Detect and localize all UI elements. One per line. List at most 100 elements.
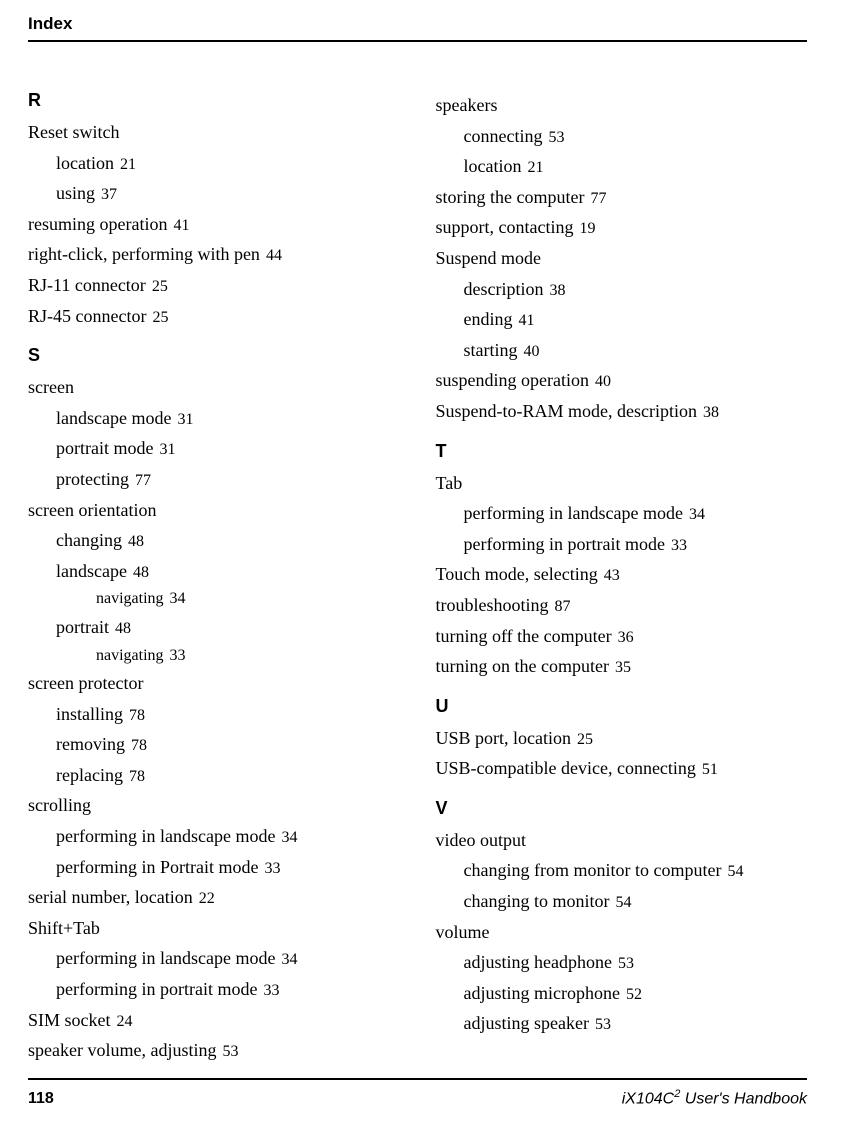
entry-page: 36	[614, 629, 634, 646]
index-entry: description 38	[436, 274, 808, 305]
index-entry: portrait 48	[28, 612, 400, 643]
entry-text: ending	[464, 309, 513, 329]
entry-text: RJ-45 connector	[28, 306, 146, 326]
entry-page: 87	[551, 598, 571, 615]
entry-text: speakers	[436, 95, 498, 115]
entry-text: turning off the computer	[436, 626, 612, 646]
entry-text: suspending operation	[436, 370, 589, 390]
index-entry: landscape mode 31	[28, 403, 400, 434]
entry-text: adjusting headphone	[464, 952, 612, 972]
entry-page: 40	[520, 343, 540, 360]
entry-text: performing in landscape mode	[56, 826, 275, 846]
index-entry: portrait mode 31	[28, 433, 400, 464]
index-entry: changing to monitor 54	[436, 886, 808, 917]
entry-page: 19	[575, 220, 595, 237]
entry-text: storing the computer	[436, 187, 585, 207]
index-entry: installing 78	[28, 699, 400, 730]
entry-text: volume	[436, 922, 490, 942]
entry-text: replacing	[56, 765, 123, 785]
index-entry: scrolling	[28, 790, 400, 821]
index-entry: performing in landscape mode 34	[436, 498, 808, 529]
entry-text: landscape	[56, 561, 127, 581]
entry-page: 54	[723, 863, 743, 880]
index-entry: speaker volume, adjusting 53	[28, 1035, 400, 1066]
entry-page: 48	[129, 564, 149, 581]
footer-text: iX104C2 User's Handbook	[622, 1088, 807, 1108]
entry-text: Tab	[436, 473, 463, 493]
entry-text: turning on the computer	[436, 656, 609, 676]
entry-text: connecting	[464, 126, 543, 146]
entry-page: 38	[545, 282, 565, 299]
index-entry: adjusting speaker 53	[436, 1008, 808, 1039]
index-entry: navigating 33	[28, 643, 400, 669]
index-entry: turning off the computer 36	[436, 621, 808, 652]
entry-page: 78	[125, 707, 145, 724]
entry-text: right-click, performing with pen	[28, 244, 260, 264]
entry-text: USB port, location	[436, 728, 572, 748]
entry-page: 40	[591, 373, 611, 390]
index-entry: removing 78	[28, 729, 400, 760]
index-entry: right-click, performing with pen 44	[28, 239, 400, 270]
entry-text: landscape mode	[56, 408, 171, 428]
entry-text: changing	[56, 530, 122, 550]
entry-text: description	[464, 279, 544, 299]
entry-page: 44	[262, 247, 282, 264]
index-entry: starting 40	[436, 335, 808, 366]
index-letter: S	[28, 345, 400, 366]
entry-page: 77	[131, 472, 151, 489]
entry-page: 38	[699, 404, 719, 421]
entry-page: 54	[611, 894, 631, 911]
entry-page: 53	[218, 1043, 238, 1060]
index-entry: resuming operation 41	[28, 209, 400, 240]
index-entry: performing in Portrait mode 33	[28, 852, 400, 883]
index-entry: RJ-45 connector 25	[28, 301, 400, 332]
index-entry: Shift+Tab	[28, 913, 400, 944]
footer-prefix: iX104C	[622, 1090, 674, 1107]
index-entry: navigating 34	[28, 586, 400, 612]
entry-page: 78	[127, 737, 147, 754]
index-entry: RJ-11 connector 25	[28, 270, 400, 301]
entry-page: 34	[685, 506, 705, 523]
index-entry: performing in portrait mode 33	[28, 974, 400, 1005]
index-entry: performing in landscape mode 34	[28, 821, 400, 852]
entry-page: 31	[173, 411, 193, 428]
entry-page: 21	[116, 156, 136, 173]
footer-rule	[28, 1078, 807, 1080]
entry-text: performing in portrait mode	[464, 534, 665, 554]
entry-text: location	[56, 153, 114, 173]
index-entry: turning on the computer 35	[436, 651, 808, 682]
entry-text: Shift+Tab	[28, 918, 100, 938]
index-entry: changing 48	[28, 525, 400, 556]
entry-page: 21	[523, 159, 543, 176]
index-entry: location 21	[436, 151, 808, 182]
entry-text: location	[464, 156, 522, 176]
entry-text: using	[56, 183, 95, 203]
index-entry: troubleshooting 87	[436, 590, 808, 621]
index-entry: using 37	[28, 178, 400, 209]
index-entry: Suspend mode	[436, 243, 808, 274]
entry-page: 33	[166, 647, 186, 664]
index-entry: Suspend-to-RAM mode, description 38	[436, 396, 808, 427]
entry-text: Suspend mode	[436, 248, 542, 268]
index-entry: performing in landscape mode 34	[28, 943, 400, 974]
page-number: 118	[28, 1090, 54, 1108]
entry-page: 41	[515, 312, 535, 329]
entry-text: performing in portrait mode	[56, 979, 257, 999]
entry-page: 34	[277, 829, 297, 846]
entry-text: removing	[56, 734, 125, 754]
index-entry: performing in portrait mode 33	[436, 529, 808, 560]
entry-page: 34	[277, 951, 297, 968]
index-entry: landscape 48	[28, 556, 400, 587]
entry-text: navigating	[96, 647, 164, 664]
entry-text: USB-compatible device, connecting	[436, 758, 696, 778]
entry-page: 43	[600, 567, 620, 584]
index-entry: Touch mode, selecting 43	[436, 559, 808, 590]
index-entry: serial number, location 22	[28, 882, 400, 913]
entry-text: resuming operation	[28, 214, 167, 234]
entry-text: speaker volume, adjusting	[28, 1040, 216, 1060]
entry-page: 22	[195, 890, 215, 907]
index-entry: connecting 53	[436, 121, 808, 152]
entry-text: RJ-11 connector	[28, 275, 146, 295]
entry-page: 25	[148, 309, 168, 326]
index-entry: Reset switch	[28, 117, 400, 148]
